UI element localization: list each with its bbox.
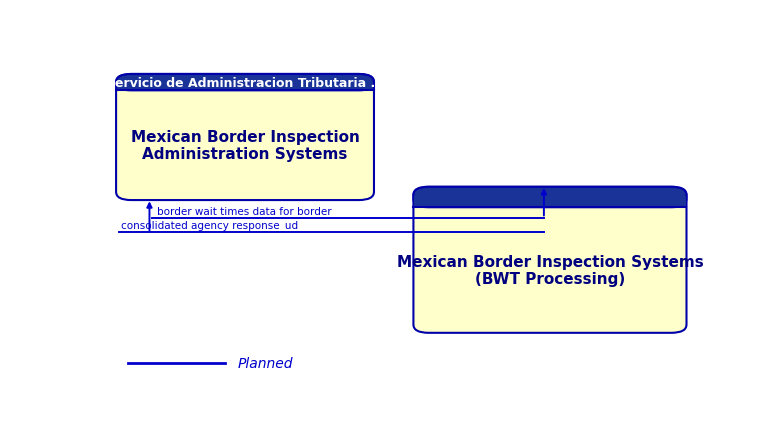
Text: Mexican Border Inspection
Administration Systems: Mexican Border Inspection Administration… (131, 130, 359, 162)
FancyBboxPatch shape (116, 75, 374, 91)
Text: consolidated agency response_ud: consolidated agency response_ud (121, 219, 298, 230)
FancyBboxPatch shape (116, 75, 374, 200)
FancyBboxPatch shape (413, 187, 687, 208)
Text: Planned: Planned (237, 356, 293, 370)
Text: Mexican Border Inspection Systems
(BWT Processing): Mexican Border Inspection Systems (BWT P… (396, 254, 703, 286)
Text: border wait times data for border: border wait times data for border (157, 207, 331, 217)
Bar (414, 197, 686, 208)
FancyBboxPatch shape (413, 187, 687, 333)
Text: Servicio de Administracion Tributaria ...: Servicio de Administracion Tributaria ..… (106, 77, 384, 89)
Bar (117, 82, 373, 91)
